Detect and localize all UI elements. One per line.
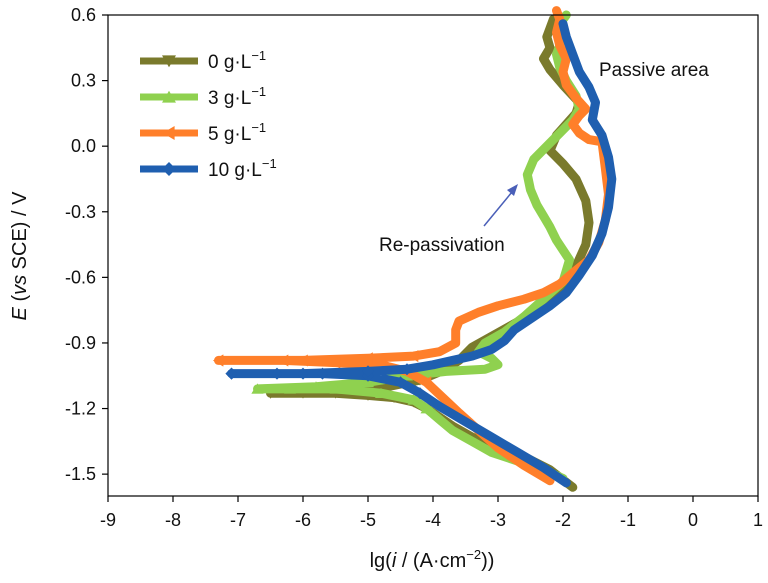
legend-label: 3 g·L−1 <box>208 84 266 109</box>
legend: 0 g·L−1 3 g·L−1 5 g·L−1 10 g·L−1 <box>140 48 277 181</box>
legend-marker <box>162 126 175 140</box>
data-point <box>362 365 374 378</box>
x-tick-label: -4 <box>425 510 441 530</box>
x-axis-title: lg(i / (A·cm−2)) <box>370 547 495 572</box>
x-tick-label: -9 <box>100 510 116 530</box>
y-tick-label: -0.3 <box>65 202 96 222</box>
legend-marker <box>162 90 176 103</box>
y-tick-label: -1.2 <box>65 399 96 419</box>
repassivation-arrow <box>483 191 513 227</box>
legend-label: 10 g·L−1 <box>208 156 277 181</box>
y-axis-title: E (vs SCE) / V <box>9 191 31 321</box>
data-point <box>362 352 373 365</box>
data-point <box>401 363 413 376</box>
x-tick-label: -6 <box>295 510 311 530</box>
data-point <box>421 376 432 389</box>
data-point <box>213 354 224 367</box>
series-3 <box>225 19 617 488</box>
y-tick-label: -1.5 <box>65 464 96 484</box>
legend-label: 0 g·L−1 <box>208 48 266 73</box>
x-tick-label: -8 <box>165 510 181 530</box>
x-tick-label: -5 <box>360 510 376 530</box>
y-tick-label: -0.9 <box>65 333 96 353</box>
data-point <box>414 387 426 400</box>
repassivation-arrow-head <box>507 184 518 196</box>
data-point <box>408 350 419 363</box>
y-tick-label: -0.6 <box>65 267 96 287</box>
x-tick-label: -7 <box>230 510 246 530</box>
legend-item: 10 g·L−1 <box>140 156 277 181</box>
legend-item: 3 g·L−1 <box>140 84 266 109</box>
data-point <box>420 403 433 414</box>
x-tick-label: 0 <box>688 510 698 530</box>
legend-marker <box>162 55 176 68</box>
legend-item: 5 g·L−1 <box>140 120 266 145</box>
data-point <box>362 376 374 388</box>
series-layer <box>213 6 617 492</box>
x-tick-label: -3 <box>490 510 506 530</box>
x-tick-label: -1 <box>620 510 636 530</box>
data-point <box>375 387 387 399</box>
legend-marker <box>162 162 176 176</box>
y-tick-label: 0.0 <box>71 136 96 156</box>
data-point <box>407 394 420 405</box>
y-tick-label: 0.3 <box>71 71 96 91</box>
data-point <box>394 376 407 389</box>
x-tick-label: 1 <box>753 510 763 530</box>
legend-item: 0 g·L−1 <box>140 48 266 73</box>
y-tick-label: 0.6 <box>71 5 96 25</box>
tick-layer: -9 -8 -7 -6 -5 -4 -3 -2 -1 0 1 0.6 0.3 0.0 -0.3 -0.6 -0.… <box>65 5 763 530</box>
annotation-repassivation: Re-passivation <box>379 235 505 256</box>
annotation-passive-area: Passive area <box>599 60 709 81</box>
legend-label: 5 g·L−1 <box>208 120 266 145</box>
x-tick-label: -2 <box>555 510 571 530</box>
data-point <box>330 356 341 369</box>
